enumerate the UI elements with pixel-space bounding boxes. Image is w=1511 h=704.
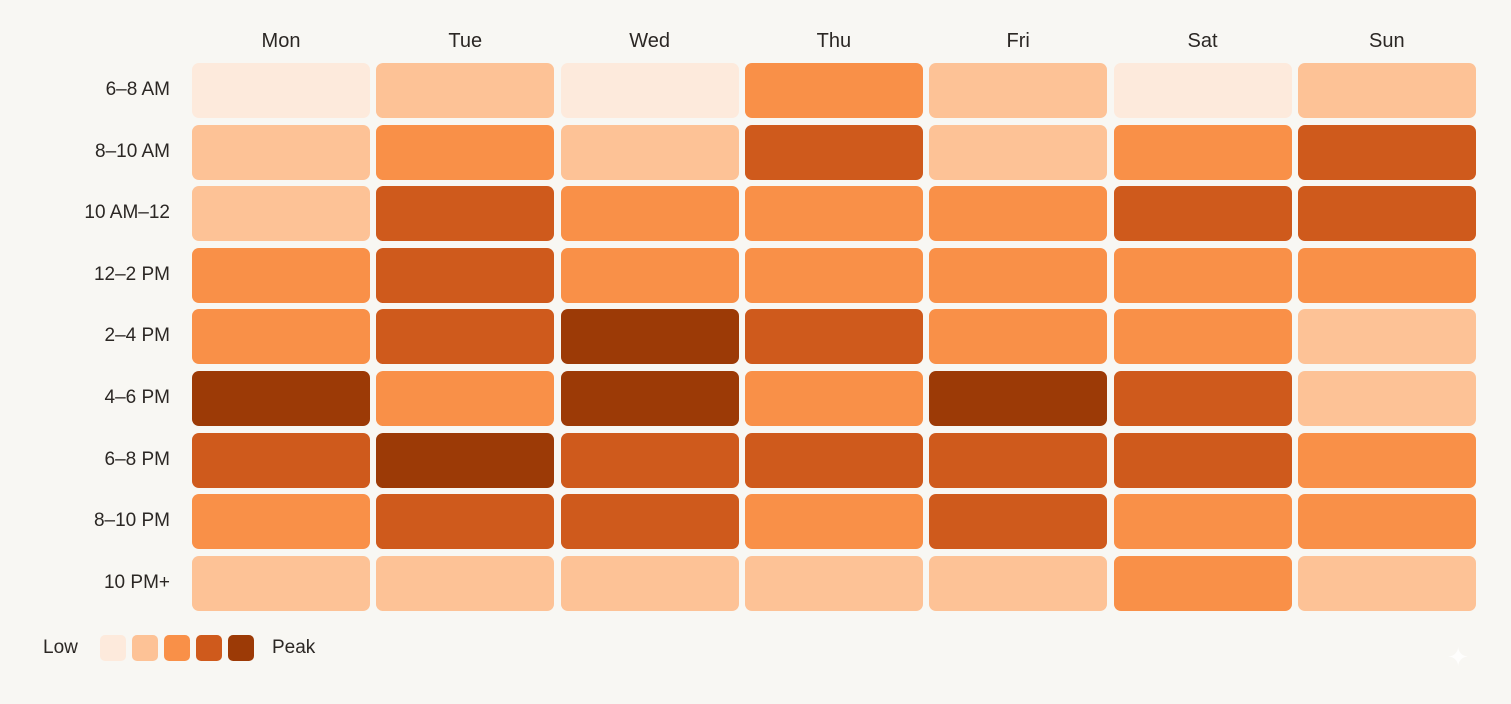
heatmap-cell-mon-row-7 bbox=[192, 432, 370, 488]
row-label-9: 10 PM+ bbox=[103, 571, 170, 593]
heatmap-cell-mon-row-1 bbox=[192, 63, 370, 118]
heatmap-cell-sat-row-5 bbox=[1113, 309, 1292, 365]
heatmap-cell-sun-row-2 bbox=[1297, 124, 1476, 180]
heatmap-cell-sun-row-7 bbox=[1297, 432, 1476, 488]
legend-swatch-2 bbox=[132, 635, 158, 661]
row-label-4: 12–2 PM bbox=[93, 263, 170, 285]
heatmap-cell-sat-row-7 bbox=[1113, 432, 1292, 488]
heatmap-cell-wed-row-4 bbox=[560, 247, 739, 303]
heatmap-cell-sat-row-8 bbox=[1113, 494, 1292, 550]
heatmap-cell-tue-row-9 bbox=[376, 555, 555, 611]
heatmap-cell-mon-row-2 bbox=[192, 124, 370, 180]
sparkle-icon: ✦ bbox=[1447, 642, 1469, 672]
heatmap-cell-fri-row-2 bbox=[929, 124, 1108, 180]
heatmap-cell-wed-row-5 bbox=[560, 309, 739, 365]
legend-low-label: Low bbox=[43, 637, 78, 658]
heatmap-cell-fri-row-1 bbox=[929, 63, 1108, 118]
row-label-5: 2–4 PM bbox=[104, 325, 170, 347]
heatmap-cell-sun-row-3 bbox=[1297, 186, 1476, 242]
heatmap-cell-fri-row-9 bbox=[929, 555, 1108, 611]
column-label-sat: Sat bbox=[1187, 30, 1218, 52]
column-label-wed: Wed bbox=[629, 30, 670, 52]
heatmap-cell-wed-row-6 bbox=[560, 371, 739, 426]
row-label-1: 6–8 AM bbox=[105, 79, 170, 100]
heatmap-cell-fri-row-6 bbox=[929, 371, 1108, 426]
heatmap-cell-fri-row-3 bbox=[929, 186, 1108, 242]
heatmap-cell-tue-row-5 bbox=[376, 309, 555, 365]
heatmap-cell-fri-row-7 bbox=[929, 432, 1108, 488]
row-label-6: 4–6 PM bbox=[104, 387, 170, 408]
heatmap-cell-mon-row-9 bbox=[192, 555, 370, 611]
legend-swatch-4 bbox=[196, 635, 222, 661]
heatmap-cell-thu-row-1 bbox=[744, 63, 923, 118]
heatmap-cell-sun-row-4 bbox=[1297, 247, 1476, 303]
heatmap-cell-wed-row-9 bbox=[560, 555, 739, 611]
heatmap-cell-wed-row-1 bbox=[560, 63, 739, 118]
heatmap-cell-thu-row-9 bbox=[744, 555, 923, 611]
heatmap-cell-mon-row-6 bbox=[192, 371, 370, 426]
legend-peak-label: Peak bbox=[272, 637, 316, 658]
row-label-8: 8–10 PM bbox=[93, 510, 170, 532]
heatmap-cell-wed-row-3 bbox=[560, 186, 739, 242]
heatmap-cell-sun-row-1 bbox=[1297, 63, 1476, 118]
heatmap-cell-sat-row-4 bbox=[1113, 247, 1292, 303]
heatmap-cell-tue-row-6 bbox=[376, 371, 555, 426]
heatmap-cell-thu-row-8 bbox=[744, 494, 923, 550]
heatmap-cell-tue-row-8 bbox=[376, 494, 555, 550]
row-label-2: 8–10 AM bbox=[95, 140, 170, 162]
heatmap-cell-sat-row-6 bbox=[1113, 371, 1292, 426]
heatmap-cell-sat-row-3 bbox=[1113, 186, 1292, 242]
heatmap-cell-sat-row-9 bbox=[1113, 555, 1292, 611]
column-label-mon: Mon bbox=[261, 30, 301, 52]
heatmap-cell-fri-row-4 bbox=[929, 247, 1108, 303]
legend-swatch-3 bbox=[164, 635, 190, 661]
heatmap-cell-wed-row-2 bbox=[560, 124, 739, 180]
column-label-thu: Thu bbox=[816, 30, 852, 52]
column-label-fri: Fri bbox=[1006, 30, 1030, 52]
column-label-sun: Sun bbox=[1369, 30, 1405, 52]
heatmap-cell-thu-row-3 bbox=[744, 186, 923, 242]
heatmap-cell-sun-row-8 bbox=[1297, 494, 1476, 550]
heatmap-cell-mon-row-8 bbox=[192, 494, 370, 550]
heatmap-cell-wed-row-8 bbox=[560, 494, 739, 550]
heatmap-cell-tue-row-4 bbox=[376, 247, 555, 303]
heatmap-cell-tue-row-7 bbox=[376, 432, 555, 488]
heatmap-cell-fri-row-8 bbox=[929, 494, 1108, 550]
heatmap-cell-wed-row-7 bbox=[560, 432, 739, 488]
heatmap-cell-mon-row-4 bbox=[192, 247, 370, 303]
heatmap-cell-sat-row-2 bbox=[1113, 124, 1292, 180]
heatmap-cell-mon-row-3 bbox=[192, 186, 370, 242]
row-label-7: 6–8 PM bbox=[104, 448, 170, 470]
heatmap-cell-mon-row-5 bbox=[192, 309, 370, 365]
heatmap-cell-tue-row-1 bbox=[376, 63, 555, 118]
heatmap-cell-sun-row-6 bbox=[1297, 371, 1476, 426]
row-label-3: 10 AM–12 bbox=[84, 202, 170, 224]
heatmap-cell-thu-row-5 bbox=[744, 309, 923, 365]
heatmap-cell-thu-row-7 bbox=[744, 432, 923, 488]
heatmap-cell-sun-row-9 bbox=[1297, 555, 1476, 611]
heatmap-cell-fri-row-5 bbox=[929, 309, 1108, 365]
heatmap-cell-tue-row-2 bbox=[376, 124, 555, 180]
heatmap-cell-thu-row-2 bbox=[744, 124, 923, 180]
heatmap-cell-sat-row-1 bbox=[1113, 63, 1292, 118]
legend-swatch-1 bbox=[100, 635, 126, 661]
heatmap-cell-sun-row-5 bbox=[1297, 309, 1476, 365]
heatmap-cell-tue-row-3 bbox=[376, 186, 555, 242]
heatmap-cell-thu-row-4 bbox=[744, 247, 923, 303]
legend-swatch-5 bbox=[228, 635, 254, 661]
heatmap-cell-thu-row-6 bbox=[744, 371, 923, 426]
column-label-tue: Tue bbox=[448, 30, 483, 52]
